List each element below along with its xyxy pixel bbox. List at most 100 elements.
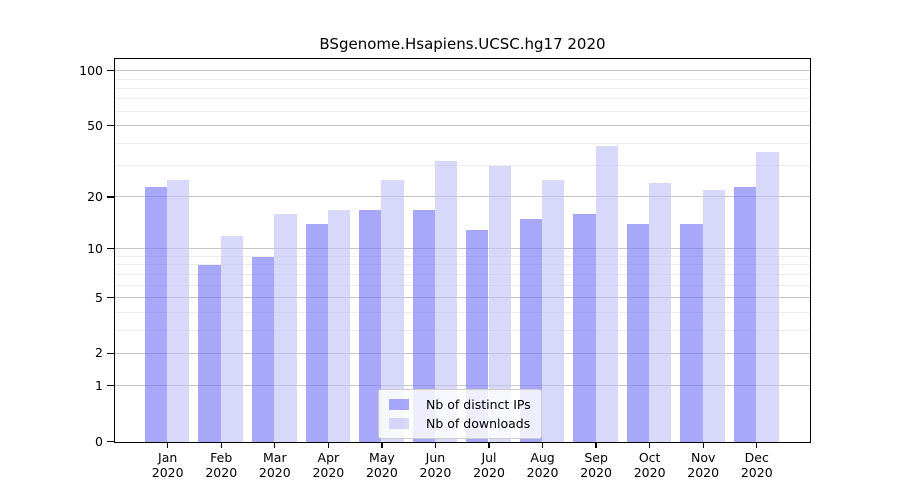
x-tick-year: 2020 <box>258 465 291 480</box>
x-tick-label-aug: Aug 2020 <box>511 450 575 481</box>
gridline-minor <box>115 284 810 286</box>
x-tick-label-sep: Sep 2020 <box>564 450 628 481</box>
x-tick-mark <box>488 443 490 448</box>
gridline-major <box>115 297 810 298</box>
bar-distinct-ips-oct <box>626 224 650 442</box>
y-tick-mark <box>107 440 114 443</box>
x-tick-month: Oct <box>638 449 661 465</box>
gridline-major <box>115 385 810 387</box>
x-tick-month: May <box>368 449 395 465</box>
gridline-minor <box>115 142 810 144</box>
x-tick-mark <box>167 443 169 448</box>
chart-title: BSgenome.Hsapiens.UCSC.hg17 2020 <box>319 35 606 53</box>
bar-downloads-may <box>381 180 404 442</box>
x-tick-month: Aug <box>530 449 555 465</box>
x-tick-year: 2020 <box>687 465 720 480</box>
x-tick-mark <box>756 443 758 448</box>
y-tick-label: 0 <box>95 433 103 449</box>
x-tick-mark <box>434 443 437 448</box>
x-tick-month: Feb <box>210 449 233 465</box>
y-tick-mark <box>107 69 114 72</box>
bar-distinct-ips-aug <box>519 219 543 442</box>
legend-item-distinct-ips: Nb of distinct IPs <box>389 397 531 412</box>
y-tick-label: 10 <box>87 240 103 256</box>
x-tick-year: 2020 <box>312 465 345 480</box>
legend-item-downloads: Nb of downloads <box>389 416 531 431</box>
y-tick-label: 2 <box>95 345 103 361</box>
y-tick-mark <box>107 248 114 250</box>
x-tick-label-jun: Jun 2020 <box>403 450 467 481</box>
x-tick-month: Sep <box>584 449 608 465</box>
bar-distinct-ips-feb <box>198 265 221 442</box>
x-tick-year: 2020 <box>740 465 773 480</box>
bar-distinct-ips-dec <box>733 186 757 442</box>
bar-downloads-oct <box>649 183 672 442</box>
bar-distinct-ips-sep <box>573 214 596 442</box>
bar-downloads-jul <box>488 166 511 442</box>
gridline-minor <box>115 165 810 167</box>
y-tick-mark <box>107 352 114 354</box>
x-tick-year: 2020 <box>473 465 505 480</box>
x-tick-month: Jan <box>158 449 178 465</box>
x-tick-label-may: May 2020 <box>350 450 414 481</box>
bar-distinct-ips-nov <box>680 224 703 442</box>
x-tick-month: Dec <box>744 449 769 465</box>
x-tick-mark <box>274 443 276 448</box>
x-tick-label-jan: Jan 2020 <box>136 450 200 481</box>
gridline-minor <box>115 273 810 275</box>
x-tick-year: 2020 <box>205 465 238 480</box>
x-tick-mark <box>702 443 704 448</box>
gridline-minor <box>115 311 810 313</box>
bar-distinct-ips-apr <box>305 224 328 442</box>
legend: Nb of distinct IPs Nb of downloads <box>378 389 542 439</box>
y-tick-mark <box>107 296 114 299</box>
x-tick-label-mar: Mar 2020 <box>243 450 307 481</box>
gridline-minor <box>115 264 810 266</box>
bar-downloads-jun <box>434 161 458 442</box>
bar-downloads-feb <box>220 235 244 442</box>
legend-label-downloads: Nb of downloads <box>426 416 531 431</box>
x-tick-label-apr: Apr 2020 <box>296 450 360 481</box>
gridline-major <box>115 248 810 250</box>
x-tick-label-dec: Dec 2020 <box>725 450 789 481</box>
legend-label-distinct-ips: Nb of distinct IPs <box>426 397 531 412</box>
legend-swatch-downloads <box>389 418 409 429</box>
x-tick-year: 2020 <box>526 465 559 480</box>
y-tick-mark <box>107 124 114 127</box>
bar-downloads-dec <box>756 151 779 442</box>
x-tick-mark <box>648 443 651 448</box>
gridline-minor <box>115 98 810 100</box>
gridline-minor <box>115 255 810 257</box>
x-tick-label-nov: Nov 2020 <box>671 450 735 481</box>
gridline-minor <box>115 87 810 89</box>
x-tick-year: 2020 <box>419 465 452 480</box>
bar-distinct-ips-may <box>359 209 382 442</box>
y-tick-mark <box>107 196 114 198</box>
bar-downloads-mar <box>274 214 297 442</box>
gridline-major <box>115 70 810 72</box>
bar-distinct-ips-jan <box>144 186 168 442</box>
bar-downloads-sep <box>595 145 618 442</box>
x-tick-mark <box>595 443 597 448</box>
x-tick-label-feb: Feb 2020 <box>189 450 253 481</box>
x-tick-month: Jun <box>425 449 446 465</box>
y-tick-label: 5 <box>95 289 103 305</box>
y-tick-label: 20 <box>87 188 103 204</box>
y-tick-label: 1 <box>95 377 103 393</box>
gridline-minor <box>115 78 810 80</box>
y-tick-label: 50 <box>87 117 103 133</box>
x-tick-month: Mar <box>263 449 287 465</box>
x-tick-month: Nov <box>690 449 716 465</box>
bar-downloads-apr <box>327 209 351 442</box>
bar-distinct-ips-jul <box>466 229 489 442</box>
x-tick-label-oct: Oct 2020 <box>618 450 682 481</box>
gridline-major <box>115 125 810 127</box>
x-tick-year: 2020 <box>633 465 666 480</box>
gridline-minor <box>115 110 810 112</box>
bar-downloads-jan <box>167 180 190 442</box>
plot-area <box>114 58 811 443</box>
x-tick-month: Jul <box>481 449 497 465</box>
gridline-major <box>115 196 810 198</box>
y-tick-mark <box>107 385 114 387</box>
